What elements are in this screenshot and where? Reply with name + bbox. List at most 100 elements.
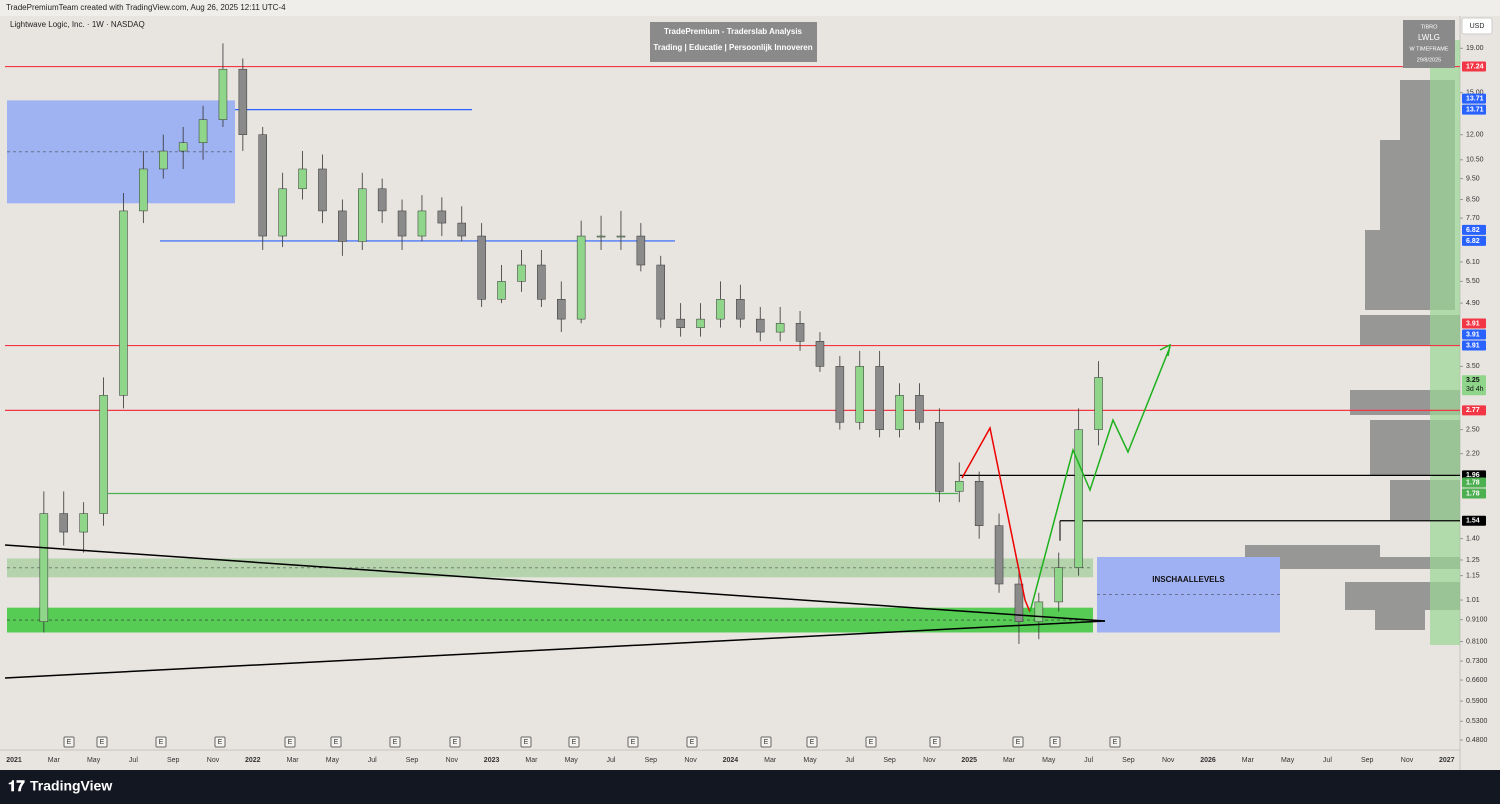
x-tick-label: Sep [167, 757, 180, 764]
earnings-box [155, 736, 167, 748]
x-tick-label: Mar [525, 757, 538, 764]
price-badge [1462, 405, 1486, 416]
earnings-box [1012, 736, 1024, 748]
y-tick-label: 1.25 [1466, 557, 1480, 564]
candle-body [397, 210, 407, 237]
x-tick-label: May [565, 757, 579, 764]
candle-body [875, 366, 884, 430]
candle-body [318, 168, 327, 212]
banner-subtitle: Trading | Educatie | Persoonlijk Innover… [653, 43, 812, 52]
x-tick-label: Sep [406, 757, 419, 764]
candle-body [39, 513, 49, 622]
x-tick-label: Mar [764, 757, 777, 764]
x-tick-label: Sep [1361, 757, 1374, 764]
currency[interactable]: USD [1470, 23, 1485, 30]
earnings-marker: E [453, 739, 458, 746]
header-bar [0, 0, 1500, 16]
footer [0, 770, 1500, 804]
x-tick-label: May [1042, 757, 1056, 764]
price-badge-label: 6.82 [1466, 227, 1480, 234]
x-tick-label: May [326, 757, 340, 764]
earnings-box [284, 736, 296, 748]
y-tick-label: 0.6600 [1466, 677, 1488, 684]
info-line: TIBRO [1421, 24, 1439, 30]
earnings-marker: E [288, 739, 293, 746]
earnings-box [96, 736, 108, 748]
logo-mark: 𝟏𝟕 [8, 778, 25, 795]
y-tick-label: 1.40 [1466, 536, 1480, 543]
symbol: Lightwave Logic, Inc. · 1W · NASDAQ [10, 20, 145, 29]
candle-body [994, 525, 1004, 585]
candle-body [716, 299, 725, 320]
candle-body [1074, 429, 1083, 568]
candle-body [1094, 377, 1103, 430]
candle-body [736, 299, 745, 320]
y-tick-label: 1.01 [1466, 597, 1480, 604]
price-badge-label: 3.91 [1466, 320, 1480, 327]
earnings-marker: E [100, 739, 105, 746]
price-badge-label: 1.78 [1466, 479, 1480, 486]
candle-body [178, 142, 188, 152]
candle-body [795, 323, 805, 342]
x-tick-label: Jul [607, 757, 616, 764]
earnings-box [330, 736, 342, 748]
x-tick-label: Sep [645, 757, 658, 764]
price-badge [1462, 93, 1486, 104]
price-badge-label: 1.96 [1466, 472, 1480, 479]
earnings-box [214, 736, 226, 748]
candle-body [815, 341, 825, 367]
earnings-marker: E [1053, 739, 1058, 746]
profile-value-area [1430, 40, 1460, 645]
candle-body [517, 264, 526, 282]
candle-body [1034, 601, 1044, 622]
x-tick-label: Nov [207, 757, 220, 764]
candle-body [99, 395, 108, 514]
y-tick-label: 3.50 [1466, 363, 1480, 370]
candle-body [537, 264, 546, 300]
candle-body [696, 318, 705, 328]
profile-bar [1245, 545, 1380, 557]
x-tick-label: Nov [446, 757, 459, 764]
x-tick-label: May [87, 757, 101, 764]
profile-bar [1375, 610, 1425, 630]
candle-body [1014, 583, 1024, 622]
price-badge-label: 13.71 [1466, 95, 1484, 102]
y-tick-label: 1.15 [1466, 572, 1480, 579]
x-tick-label: Jul [1323, 757, 1332, 764]
x-tick-label: Sep [883, 757, 896, 764]
candle-body [298, 168, 307, 190]
volume-profile [1245, 40, 1460, 645]
earnings-box [520, 736, 532, 748]
candle-body [676, 318, 685, 328]
earnings-box [760, 736, 772, 748]
currency-box[interactable] [1461, 17, 1493, 35]
x-tick-label: 2021 [6, 757, 22, 764]
y-tick-label: 7.70 [1466, 215, 1480, 222]
candle-body [915, 395, 924, 423]
x-tick-label: May [1281, 757, 1295, 764]
price-badge-label: 13.71 [1466, 106, 1484, 113]
candle-body [159, 150, 168, 170]
y-tick-label: 9.50 [1466, 175, 1480, 182]
earnings-box [627, 736, 639, 748]
x-tick-label: Jul [368, 757, 377, 764]
candle-body [596, 235, 606, 238]
candle-body [656, 264, 665, 320]
earnings-marker: E [393, 739, 398, 746]
price-badge [1462, 235, 1486, 246]
price-badge [1462, 329, 1486, 340]
logo[interactable]: TradingView [30, 778, 112, 794]
info-line: 29/8/2025 [1417, 57, 1441, 63]
x-tick-label: Nov [923, 757, 936, 764]
price-badge-label: 3.91 [1466, 331, 1480, 338]
price-badge [1462, 488, 1486, 499]
info-line: LWLG [1418, 33, 1440, 42]
y-tick-label: 0.4800 [1466, 737, 1488, 744]
x-tick-label: Mar [48, 757, 61, 764]
candle-body [955, 480, 964, 492]
earnings-box [929, 736, 941, 748]
earnings-marker: E [810, 739, 815, 746]
levels [5, 65, 1460, 541]
x-tick-label: Sep [1122, 757, 1135, 764]
candle-body [1054, 567, 1063, 603]
